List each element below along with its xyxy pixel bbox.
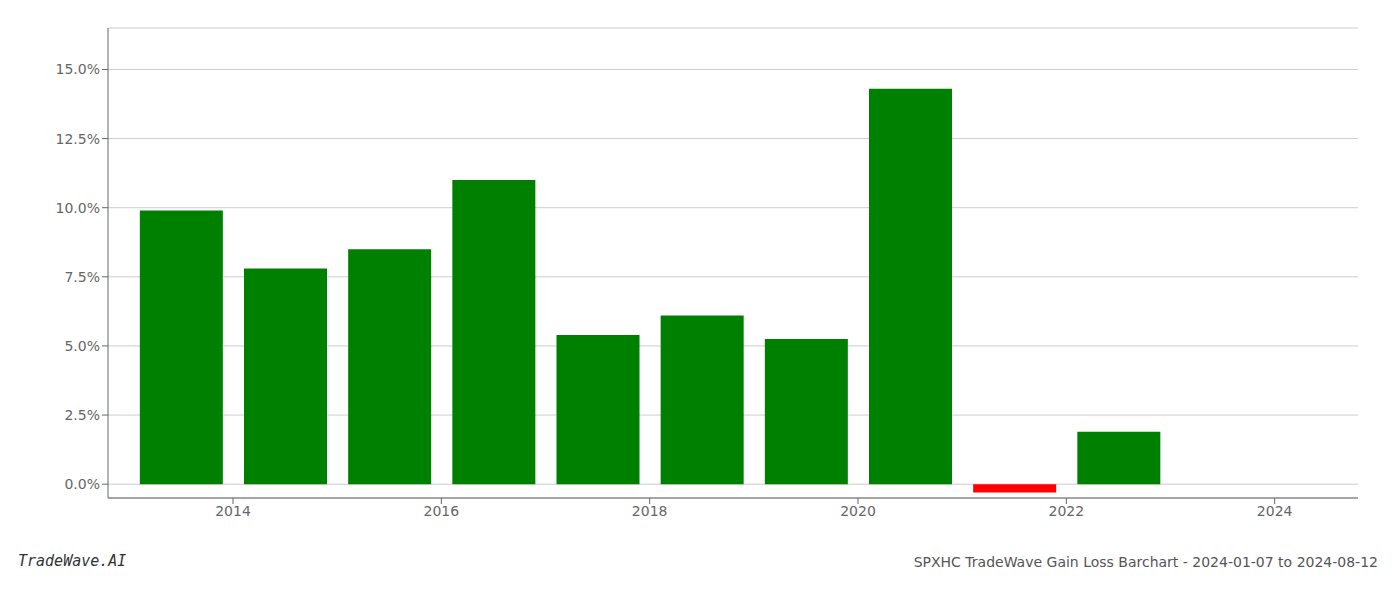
svg-text:5.0%: 5.0%	[64, 338, 100, 354]
svg-text:7.5%: 7.5%	[64, 269, 100, 285]
svg-text:10.0%: 10.0%	[56, 200, 100, 216]
svg-text:2020: 2020	[840, 503, 876, 519]
svg-text:15.0%: 15.0%	[56, 61, 100, 77]
svg-text:2016: 2016	[424, 503, 460, 519]
svg-text:12.5%: 12.5%	[56, 131, 100, 147]
svg-text:2.5%: 2.5%	[64, 407, 100, 423]
svg-text:2018: 2018	[632, 503, 668, 519]
html-text:SPXHC TradeWave Gain Loss Barc: SPXHC TradeWave Gain Loss Barchart - 202…	[913, 554, 1378, 570]
svg-text:2022: 2022	[1049, 503, 1085, 519]
html-text:TradeWave.AI: TradeWave.AI	[18, 552, 127, 570]
svg-text:0.0%: 0.0%	[64, 476, 100, 492]
svg-text:2024: 2024	[1257, 503, 1293, 519]
svg-text:2014: 2014	[215, 503, 251, 519]
